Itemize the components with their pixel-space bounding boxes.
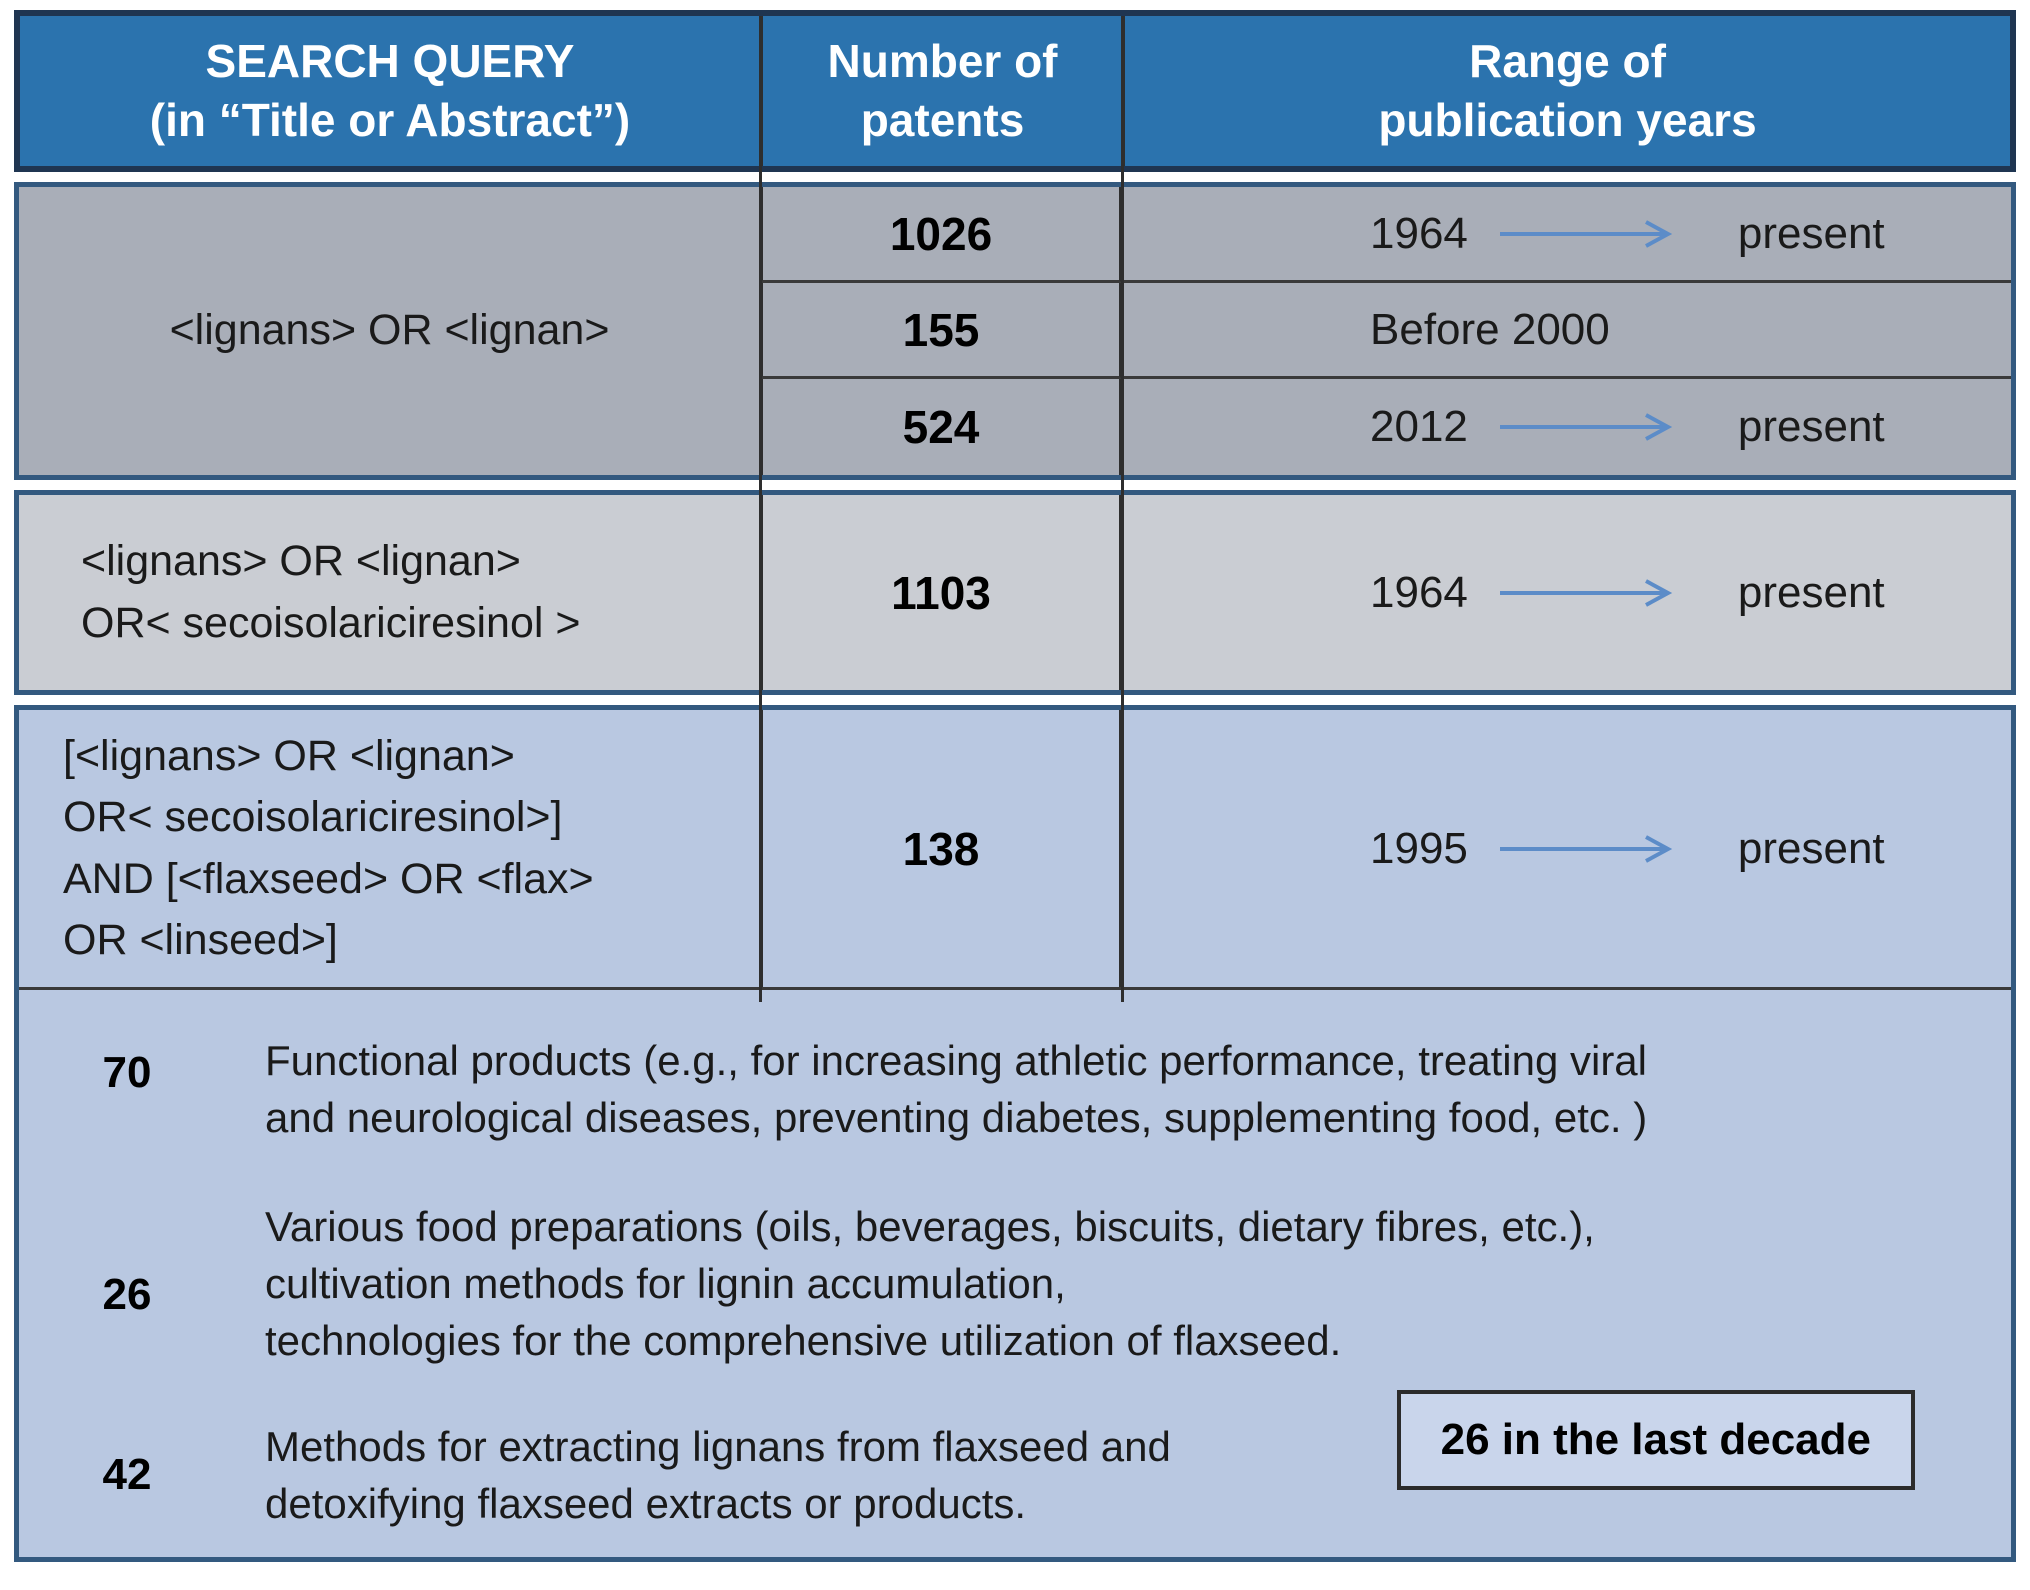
note-row-functional-products: 70 Functional products (e.g., for increa…	[47, 1032, 2011, 1146]
year-range: 2012 present	[1370, 402, 1885, 452]
publication-range: Before 2000	[1122, 283, 2011, 379]
note-text: Methods for extracting lignans from flax…	[265, 1422, 1171, 1527]
range-start-year: 2012	[1370, 402, 1468, 451]
note-count: 42	[102, 1449, 152, 1499]
patent-count: 524	[760, 379, 1122, 475]
year-range: 1964 present	[1370, 209, 1885, 259]
year-range: 1995 present	[1370, 824, 1885, 874]
range-start-year: 1964	[1370, 567, 1468, 617]
patent-search-table: SEARCH QUERY (in “Title or Abstract”) Nu…	[14, 10, 2016, 1562]
row-gap	[14, 172, 2016, 182]
publication-range: 1995 present	[1122, 710, 2011, 987]
row-gap	[14, 480, 2016, 490]
row-gap	[14, 695, 2016, 705]
right-arrow-icon	[1498, 411, 1683, 443]
note-row-extraction-methods: 42 Methods for extracting lignans from f…	[47, 1389, 2011, 1532]
range-start-year: 1964	[1370, 208, 1468, 258]
right-arrow-icon	[1498, 577, 1683, 609]
note-text: Functional products (e.g., for increasin…	[265, 1037, 1648, 1142]
note-count: 26	[102, 1270, 152, 1320]
table-header: SEARCH QUERY (in “Title or Abstract”) Nu…	[14, 10, 2016, 172]
publication-range: 1964 present	[1122, 187, 2011, 283]
note-text: Various food preparations (oils, beverag…	[265, 1203, 1595, 1365]
range-end-label: present	[1737, 567, 1885, 617]
patent-count: 155	[760, 283, 1122, 379]
group-lignans: <lignans> OR <lignan> 1026 1964 present …	[14, 182, 2016, 480]
query-cell: [<lignans> OR <lignan> OR< secoisolarici…	[63, 732, 594, 964]
right-arrow-icon	[1498, 218, 1683, 250]
query-cell: <lignans> OR <lignan>	[169, 306, 610, 355]
group-flaxseed-and-notes: [<lignans> OR <lignan> OR< secoisolarici…	[14, 705, 2016, 1562]
header-number-of-patents: Number of patents	[760, 16, 1122, 166]
note-count: 70	[102, 1048, 152, 1097]
year-range: 1964 present	[1370, 568, 1885, 618]
range-label: Before 2000	[1370, 304, 1610, 354]
column-divider	[1121, 16, 1124, 1002]
callout-last-decade: 26 in the last decade	[1396, 1389, 1915, 1490]
column-divider	[759, 16, 762, 1002]
header-search-query: SEARCH QUERY (in “Title or Abstract”)	[149, 35, 631, 146]
range-start-year: 1995	[1370, 823, 1468, 873]
patent-count: 1026	[760, 187, 1122, 283]
publication-range: 1964 present	[1122, 495, 2011, 690]
group-flaxseed-row: [<lignans> OR <lignan> OR< secoisolarici…	[19, 710, 2011, 990]
range-end-label: present	[1737, 402, 1885, 451]
right-arrow-icon	[1498, 833, 1683, 865]
publication-range: 2012 present	[1122, 379, 2011, 475]
range-end-label: present	[1737, 208, 1885, 258]
query-cell: <lignans> OR <lignan> OR< secoisolaricir…	[81, 537, 581, 647]
header-publication-years: Range of publication years	[1122, 16, 2010, 166]
patent-count: 138	[760, 710, 1122, 987]
note-row-food-preparations: 26 Various food preparations (oils, beve…	[47, 1198, 2011, 1369]
notes-section: 70 Functional products (e.g., for increa…	[19, 990, 2011, 1557]
group-secoisolariciresinol: <lignans> OR <lignan> OR< secoisolaricir…	[14, 490, 2016, 695]
patent-count: 1103	[760, 495, 1122, 690]
range-end-label: present	[1737, 823, 1885, 873]
